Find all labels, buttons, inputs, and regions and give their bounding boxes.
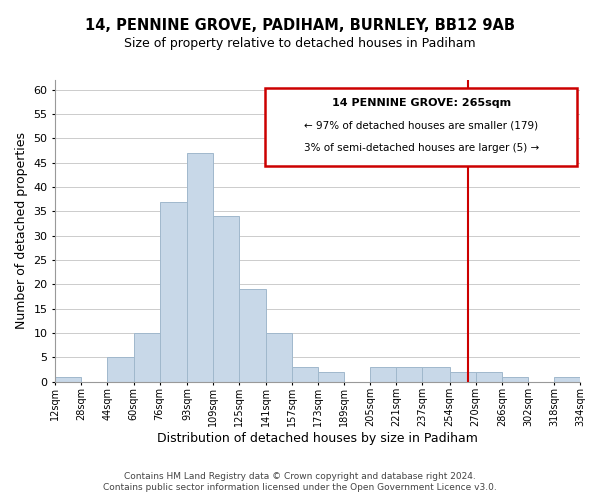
Bar	[292, 367, 317, 382]
Bar	[396, 367, 422, 382]
Text: ← 97% of detached houses are smaller (179): ← 97% of detached houses are smaller (17…	[304, 120, 538, 130]
Bar	[266, 333, 292, 382]
Text: Contains public sector information licensed under the Open Government Licence v3: Contains public sector information licen…	[103, 484, 497, 492]
Bar	[422, 367, 449, 382]
X-axis label: Distribution of detached houses by size in Padiham: Distribution of detached houses by size …	[157, 432, 478, 445]
Bar	[55, 376, 82, 382]
Bar	[317, 372, 344, 382]
Bar	[554, 376, 580, 382]
Text: 14 PENNINE GROVE: 265sqm: 14 PENNINE GROVE: 265sqm	[332, 98, 511, 108]
Bar	[134, 333, 160, 382]
Bar	[160, 202, 187, 382]
FancyBboxPatch shape	[265, 88, 577, 166]
Bar	[502, 376, 528, 382]
Bar	[449, 372, 476, 382]
Bar	[239, 289, 266, 382]
Text: 14, PENNINE GROVE, PADIHAM, BURNLEY, BB12 9AB: 14, PENNINE GROVE, PADIHAM, BURNLEY, BB1…	[85, 18, 515, 32]
Text: Size of property relative to detached houses in Padiham: Size of property relative to detached ho…	[124, 38, 476, 51]
Bar	[107, 357, 134, 382]
Bar	[214, 216, 239, 382]
Text: 3% of semi-detached houses are larger (5) →: 3% of semi-detached houses are larger (5…	[304, 143, 539, 153]
Bar	[476, 372, 502, 382]
Text: Contains HM Land Registry data © Crown copyright and database right 2024.: Contains HM Land Registry data © Crown c…	[124, 472, 476, 481]
Bar	[370, 367, 396, 382]
Bar	[187, 153, 214, 382]
Y-axis label: Number of detached properties: Number of detached properties	[15, 132, 28, 330]
